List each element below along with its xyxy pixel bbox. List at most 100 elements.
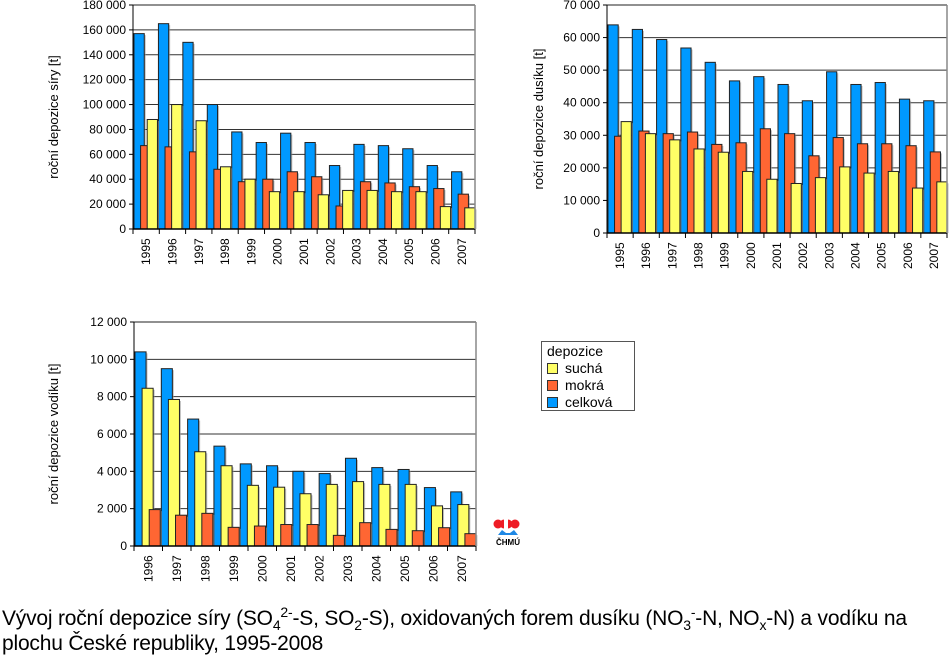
bar-sucha (790, 182, 802, 234)
bar-sucha (742, 170, 754, 234)
y-tick-label: 0 (593, 226, 600, 240)
x-tick-label: 2000 (255, 555, 269, 582)
chmu-logo-text: ČHMÚ (496, 538, 520, 547)
y-tick-label: 30 000 (563, 128, 600, 142)
caption-sup: 2- (280, 604, 293, 620)
y-axis-label: roční depozice síry [t] (46, 55, 61, 179)
x-tick-label: 2007 (927, 242, 941, 269)
legend-title: depozice (547, 343, 604, 359)
y-tick-label: 8 000 (97, 390, 127, 404)
legend-label-celkova: celková (565, 394, 613, 410)
bar-sucha (669, 139, 681, 234)
x-tick-label: 1999 (718, 242, 732, 269)
caption-sup: - (690, 604, 696, 620)
x-tick-label: 1998 (692, 242, 706, 269)
x-tick-label: 2003 (350, 238, 364, 265)
x-tick-label: 2006 (426, 555, 440, 582)
y-axis-label: roční depozice vodíku [t] (46, 364, 61, 505)
bar-sucha (244, 178, 256, 230)
x-tick-label: 1997 (170, 555, 184, 582)
x-tick-label: 1999 (227, 555, 241, 582)
bar-sucha (390, 191, 403, 230)
x-tick-label: 1998 (218, 238, 232, 265)
legend-item-sucha: suchá (547, 360, 634, 377)
x-tick-label: 2005 (402, 238, 416, 265)
x-tick-label: 2007 (455, 238, 469, 265)
bar-mokra (253, 525, 266, 547)
bar-sucha (464, 207, 476, 230)
caption-text: -S), oxidovaných forem dusíku (NO (361, 607, 684, 630)
bar-sucha (366, 189, 378, 230)
x-tick-label: 1997 (665, 242, 679, 269)
bar-sucha (620, 121, 632, 234)
x-tick-label: 2004 (848, 242, 862, 269)
x-tick-label: 1996 (141, 555, 155, 582)
x-tick-label: 2003 (822, 242, 836, 269)
y-tick-label: 60 000 (563, 31, 600, 45)
bar-mokra (411, 530, 424, 547)
bar-sucha (268, 191, 281, 230)
x-tick-label: 2002 (796, 242, 810, 269)
x-tick-label: 2001 (284, 555, 298, 582)
bar-sucha (912, 187, 924, 234)
legend-swatch-mokra (547, 380, 558, 391)
y-tick-label: 140 000 (83, 48, 127, 62)
legend-item-celkova: celková (547, 394, 634, 411)
bar-sucha (766, 178, 778, 234)
caption-sub: 3 (683, 617, 691, 634)
bar-mokra (464, 533, 477, 547)
bar-mokra (280, 524, 293, 547)
bar-mokra (385, 528, 398, 547)
y-tick-label: 20 000 (563, 161, 600, 175)
y-tick-label: 6 000 (97, 427, 127, 441)
bar-sucha (887, 170, 899, 234)
x-tick-label: 1998 (198, 555, 212, 582)
y-tick-label: 40 000 (563, 96, 600, 110)
x-tick-label: 2002 (312, 555, 326, 582)
x-tick-label: 2007 (455, 555, 469, 582)
chmu-logo: ČHMÚ (491, 518, 525, 548)
bar-sucha (146, 118, 158, 230)
bar-mokra (306, 524, 319, 547)
caption-sub: 4 (272, 617, 281, 634)
y-tick-label: 160 000 (83, 23, 127, 37)
bar-mokra (148, 509, 161, 547)
y-tick-label: 80 000 (89, 122, 126, 136)
legend-item-mokra: mokrá (547, 377, 634, 394)
bar-sucha (863, 172, 875, 234)
bar-sucha (839, 166, 851, 234)
y-tick-label: 0 (120, 539, 127, 553)
caption-text: -S, SO (292, 607, 355, 630)
y-tick-label: 20 000 (89, 197, 126, 211)
y-tick-label: 12 000 (90, 315, 127, 329)
x-tick-label: 2006 (429, 238, 443, 265)
x-tick-label: 2006 (901, 242, 915, 269)
bar-sucha (317, 194, 329, 230)
x-tick-label: 1995 (139, 238, 153, 265)
bar-sucha (644, 133, 657, 234)
y-tick-label: 60 000 (89, 147, 126, 161)
y-tick-label: 0 (119, 222, 126, 236)
legend-label-mokra: mokrá (565, 377, 604, 393)
x-tick-label: 2000 (271, 238, 285, 265)
x-tick-label: 2003 (341, 555, 355, 582)
x-tick-label: 2001 (297, 238, 311, 265)
bar-mokra (227, 526, 240, 547)
bar-sucha (439, 206, 452, 230)
x-tick-label: 2001 (770, 242, 784, 269)
bar-sucha (219, 166, 232, 230)
bar-sucha (195, 120, 207, 230)
bar-sucha (415, 191, 427, 230)
x-tick-label: 1996 (165, 238, 179, 265)
x-tick-label: 2005 (875, 242, 889, 269)
x-tick-label: 2004 (376, 238, 390, 265)
caption-text: -N) a vodíku na plochu České republiky, … (2, 607, 907, 655)
bar-sucha (693, 148, 705, 234)
chmu-logo-icon (493, 519, 520, 535)
x-tick-label: 1997 (192, 238, 206, 265)
caption-text: -N, NO (695, 607, 760, 630)
legend-swatch-celkova (547, 397, 558, 408)
charts-canvas: 0 20 000 40 000 60 000 80 000 100 000 120 000 1… (46, 0, 949, 582)
y-tick-label: 70 000 (563, 0, 600, 12)
y-tick-label: 180 000 (83, 0, 127, 12)
